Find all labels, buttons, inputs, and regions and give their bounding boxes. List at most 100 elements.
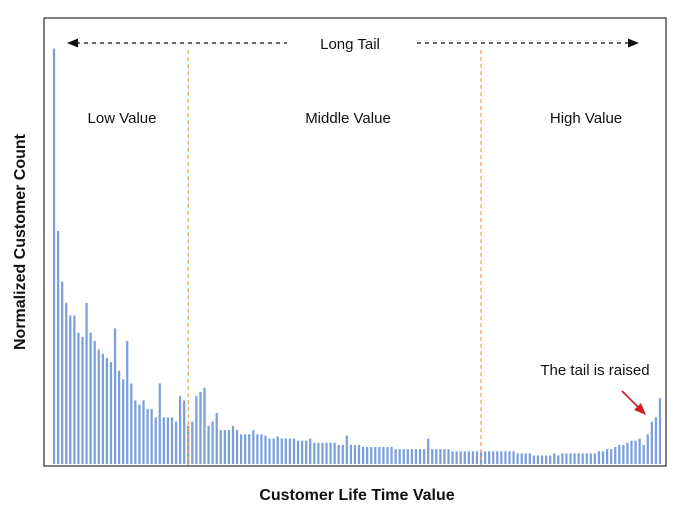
bar-90 [418,449,422,464]
bar-39 [211,421,214,464]
bar-4 [69,315,72,464]
bar-131 [585,453,588,464]
bar-145 [642,444,645,464]
bar-101 [463,451,466,464]
bar-142 [630,440,633,464]
bar-3 [65,302,68,464]
bar-46 [239,434,243,464]
bar-80 [378,447,381,464]
bar-77 [366,447,369,464]
bar-74 [353,444,357,464]
tail-arrow [621,390,646,415]
bar-63 [309,438,312,464]
bar-121 [544,455,548,464]
bar-61 [300,440,304,464]
bar-99 [455,451,458,464]
bar-20 [134,400,137,464]
bar-116 [524,453,527,464]
region-dividers [187,50,482,465]
bar-55 [276,436,279,464]
bar-8 [85,302,88,464]
bar-112 [508,451,511,464]
bar-95 [439,449,442,464]
bar-22 [142,400,145,464]
bar-36 [199,391,202,464]
bar-29 [170,417,174,464]
bar-57 [284,438,287,464]
bar-50 [256,434,259,464]
bar-71 [341,444,344,464]
bar-133 [593,453,597,464]
bar-2 [61,281,64,464]
bar-120 [540,455,544,464]
bar-141 [626,442,629,464]
bar-82 [386,447,389,464]
bar-13 [105,358,109,464]
bar-43 [227,430,231,464]
bar-72 [345,435,348,464]
long-tail-marker: Long Tail [67,36,639,53]
bar-137 [610,449,613,464]
bar-98 [451,451,454,464]
bar-76 [361,447,365,464]
bar-128 [573,453,576,464]
bar-75 [357,444,361,464]
bar-16 [117,370,121,464]
bar-100 [459,451,462,464]
bar-87 [406,449,409,464]
bar-24 [150,408,153,464]
bar-68 [329,442,332,464]
bar-11 [97,349,100,464]
bar-35 [195,396,198,464]
bar-81 [382,447,385,464]
bar-146 [646,434,649,464]
bar-9 [89,332,92,464]
bar-97 [447,449,450,464]
bar-92 [427,438,430,464]
bar-66 [321,442,324,464]
bar-31 [178,396,182,464]
bar-1 [56,230,60,464]
long-tail-label: Long Tail [320,36,380,53]
bar-107 [488,451,491,464]
bar-96 [443,449,446,464]
bar-103 [471,451,475,464]
bar-60 [296,440,300,464]
bar-134 [597,451,601,464]
bar-78 [370,447,373,464]
region-label-low: Low Value [88,110,157,127]
bar-108 [492,451,495,464]
bar-139 [618,444,621,464]
region-label-high: High Value [550,110,622,127]
bar-140 [622,444,625,464]
bar-144 [638,438,641,464]
bar-115 [520,453,523,464]
bar-106 [483,451,487,464]
bar-113 [512,451,515,464]
bar-65 [317,442,320,464]
long-tail-arrowhead-right-icon [628,38,639,48]
bar-6 [77,332,80,464]
bar-42 [223,430,226,464]
plot-frame [43,17,667,467]
bar-122 [549,455,552,464]
region-label-middle: Middle Value [305,110,391,127]
bar-38 [207,425,210,464]
bar-111 [504,451,507,464]
bar-49 [252,430,255,464]
bar-0 [52,48,56,464]
bar-48 [248,434,251,464]
x-axis-title: Customer Life Time Value [259,487,454,504]
bar-44 [231,425,235,464]
bar-127 [569,453,572,464]
bar-32 [183,400,186,464]
bar-28 [166,417,170,464]
bar-27 [162,417,165,464]
bar-129 [577,453,580,464]
bar-126 [565,453,568,464]
bar-51 [260,434,263,464]
bar-148 [654,417,658,464]
bar-118 [532,455,536,464]
bar-94 [435,449,438,464]
tail-arrowhead-icon [634,403,646,415]
